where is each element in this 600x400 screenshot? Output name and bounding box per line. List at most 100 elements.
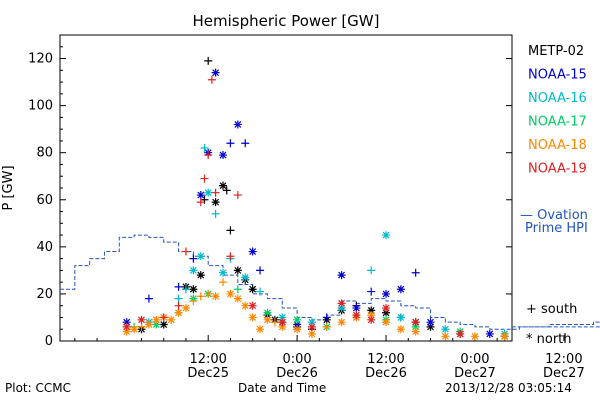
data-point-noaa-18	[122, 327, 131, 336]
data-point-noaa-16	[196, 252, 205, 261]
data-point-metp-02	[189, 285, 198, 294]
data-point-metp-02	[159, 320, 168, 329]
data-point-noaa-19	[196, 198, 205, 207]
data-point-noaa-15	[241, 139, 250, 148]
data-point-noaa-18	[152, 315, 161, 324]
data-point-noaa-16	[441, 325, 450, 334]
y-tick-label: 60	[36, 193, 53, 208]
data-point-noaa-15	[122, 318, 131, 327]
data-point-noaa-18	[241, 301, 250, 310]
data-point-metp-02	[204, 56, 213, 65]
data-point-noaa-18	[337, 318, 346, 327]
data-point-noaa-19	[456, 329, 465, 338]
data-point-noaa-15	[174, 282, 183, 291]
data-point-noaa-18	[500, 332, 509, 341]
legend-ovation-line1: — Ovation	[520, 208, 588, 223]
data-point-noaa-18	[396, 325, 405, 334]
data-point-noaa-19	[204, 151, 213, 160]
data-point-noaa-15	[352, 304, 361, 313]
data-point-noaa-16	[337, 304, 346, 313]
data-point-noaa-18	[322, 322, 331, 331]
data-point-noaa-15	[337, 271, 346, 280]
data-point-noaa-16	[204, 188, 213, 197]
data-point-noaa-19	[307, 322, 316, 331]
data-point-noaa-19	[211, 188, 220, 197]
footer-xlabel: Date and Time	[238, 381, 327, 395]
data-point-noaa-17	[263, 308, 272, 317]
x-tick-label-date: Dec27	[454, 366, 496, 381]
legend-metp-02: METP-02	[528, 44, 584, 59]
data-point-noaa-16	[382, 231, 391, 240]
data-point-noaa-16	[200, 143, 209, 152]
x-tick-label-date: Dec26	[276, 366, 318, 381]
data-point-noaa-16	[211, 209, 220, 218]
x-tick-label-date: Dec26	[365, 366, 407, 381]
data-point-noaa-16	[367, 266, 376, 275]
data-point-noaa-15	[233, 120, 242, 129]
data-point-noaa-19	[181, 247, 190, 256]
data-point-noaa-19	[137, 315, 146, 324]
data-point-noaa-16	[396, 313, 405, 322]
data-point-noaa-19	[337, 299, 346, 308]
data-point-metp-02	[226, 226, 235, 235]
data-point-noaa-19	[200, 174, 209, 183]
x-tick-label-date: Dec25	[187, 366, 229, 381]
legend-noaa-16: NOAA-16	[528, 91, 587, 106]
data-point-metp-02	[196, 271, 205, 280]
data-point-noaa-16	[189, 266, 198, 275]
data-point-metp-02	[219, 181, 228, 190]
data-point-noaa-15	[396, 285, 405, 294]
y-tick-label: 20	[36, 287, 53, 302]
x-tick-label-date: Dec27	[543, 366, 585, 381]
y-tick-label: 120	[28, 52, 53, 67]
data-point-noaa-18	[367, 311, 376, 320]
data-point-metp-02	[211, 198, 220, 207]
data-point-noaa-18	[411, 327, 420, 336]
data-point-noaa-18	[441, 332, 450, 341]
data-point-noaa-15	[248, 247, 257, 256]
data-point-noaa-19	[174, 301, 183, 310]
data-point-noaa-19	[207, 75, 216, 84]
data-point-noaa-18	[263, 315, 272, 324]
data-point-noaa-19	[122, 322, 131, 331]
data-point-noaa-16	[219, 268, 228, 277]
data-point-noaa-19	[159, 313, 168, 322]
data-point-noaa-18	[211, 292, 220, 301]
data-point-noaa-16	[278, 313, 287, 322]
y-tick-label: 100	[28, 99, 53, 114]
data-point-noaa-18	[204, 289, 213, 298]
data-point-noaa-18	[174, 308, 183, 317]
legend-noaa-18: NOAA-18	[528, 138, 587, 153]
data-point-noaa-15	[426, 318, 435, 327]
data-point-noaa-19	[233, 191, 242, 200]
data-point-noaa-18	[189, 296, 198, 305]
y-axis-label: P [GW]	[1, 165, 16, 210]
data-point-noaa-18	[293, 325, 302, 334]
legend-ovation-line2: Prime HPI	[525, 221, 588, 236]
data-point-noaa-16	[241, 273, 250, 282]
data-point-noaa-19	[226, 252, 235, 261]
data-point-noaa-19	[382, 304, 391, 313]
data-point-noaa-18	[137, 322, 146, 331]
data-point-noaa-18	[130, 325, 139, 334]
data-point-noaa-18	[278, 322, 287, 331]
data-point-noaa-18	[196, 292, 205, 301]
y-tick-label: 40	[36, 240, 53, 255]
data-point-metp-02	[426, 322, 435, 331]
legend-south: + south	[526, 302, 577, 317]
data-point-noaa-18	[307, 329, 316, 338]
ovation-hpi-line	[60, 234, 600, 330]
data-point-noaa-18	[167, 315, 176, 324]
data-point-noaa-18	[144, 320, 153, 329]
data-point-noaa-18	[248, 313, 257, 322]
data-point-noaa-15	[189, 254, 198, 263]
data-point-noaa-15	[367, 287, 376, 296]
data-point-noaa-18	[233, 294, 242, 303]
data-point-noaa-18	[270, 318, 279, 327]
data-point-noaa-17	[152, 320, 161, 329]
data-point-noaa-18	[219, 278, 228, 287]
data-point-noaa-19	[411, 318, 420, 327]
plot-frame	[59, 34, 513, 342]
x-tick-label-time: 12:00	[367, 352, 404, 367]
